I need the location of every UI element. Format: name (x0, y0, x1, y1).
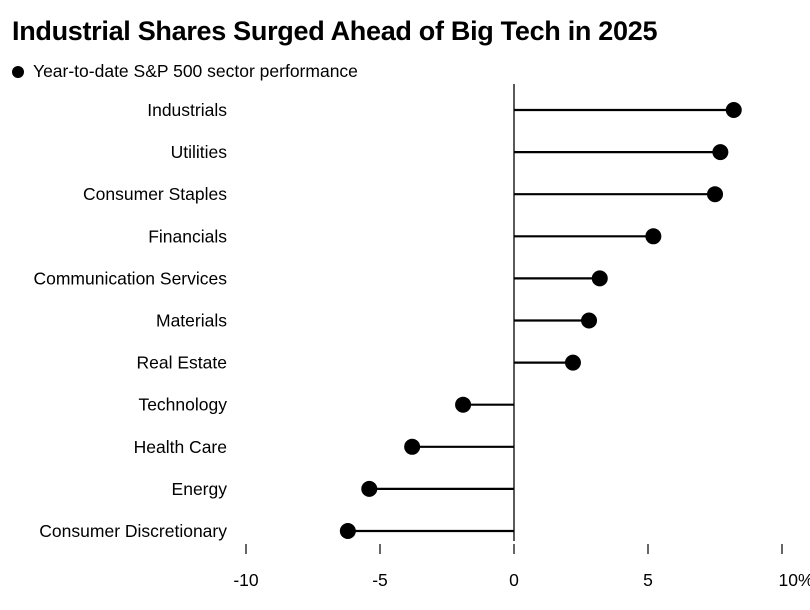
category-label-1: Utilities (171, 142, 228, 162)
data-point-4 (591, 270, 608, 287)
category-labels-layer: Industrials Utilities Consumer Staples Fina… (33, 100, 227, 541)
data-point-8 (404, 438, 421, 455)
legend-marker-icon (12, 65, 24, 78)
category-label-3: Financials (148, 226, 227, 246)
x-tick-label-2: 0 (509, 570, 519, 590)
x-axis-layer: -10 -5 0 5 10% (233, 544, 810, 590)
dots-layer (339, 102, 742, 539)
data-point-9 (361, 480, 378, 497)
legend: Year-to-date S&P 500 sector performance (12, 61, 358, 82)
category-label-0: Industrials (147, 100, 227, 120)
stems-layer (347, 108, 734, 533)
data-point-1 (712, 144, 729, 161)
data-point-10 (339, 523, 356, 539)
legend-label: Year-to-date S&P 500 sector performance (33, 61, 358, 81)
category-label-7: Technology (138, 395, 227, 415)
category-label-5: Materials (156, 311, 227, 331)
chart-title: Industrial Shares Surged Ahead of Big Te… (12, 16, 658, 46)
category-label-6: Real Estate (137, 353, 227, 373)
x-tick-label-0: -10 (233, 570, 259, 590)
x-tick-label-1: -5 (372, 570, 388, 590)
category-label-8: Health Care (134, 437, 227, 457)
x-tick-label-3: 5 (643, 570, 653, 590)
data-point-6 (564, 354, 581, 371)
category-label-9: Energy (172, 479, 228, 499)
data-point-0 (725, 102, 742, 118)
data-point-3 (645, 228, 662, 245)
data-point-2 (707, 186, 723, 203)
x-tick-label-4: 10% (778, 570, 810, 590)
data-point-7 (455, 396, 472, 413)
data-point-5 (581, 312, 598, 329)
category-label-4: Communication Services (33, 268, 227, 288)
category-label-2: Consumer Staples (83, 184, 227, 204)
category-label-10: Consumer Discretionary (39, 521, 227, 541)
